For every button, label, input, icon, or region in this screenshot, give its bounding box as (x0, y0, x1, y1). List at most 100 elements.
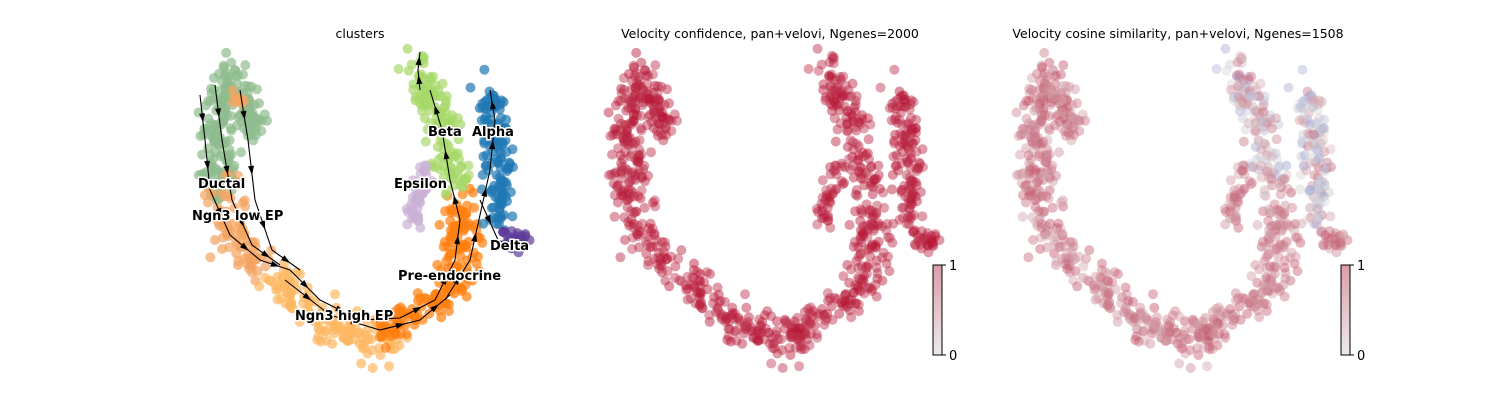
cell-point (713, 289, 724, 300)
cell-point (889, 64, 900, 75)
velocity-arrow (430, 304, 439, 313)
cell-point (1314, 95, 1325, 106)
cell-point (1260, 283, 1271, 294)
cell-point (1316, 138, 1326, 149)
cell-point (823, 210, 833, 221)
cell-point (295, 269, 305, 279)
cell-point (1325, 211, 1336, 222)
cell-point (657, 112, 667, 122)
cell-point (1319, 180, 1330, 191)
cell-point (1274, 220, 1285, 231)
cell-point (224, 135, 235, 146)
cell-point (1122, 297, 1132, 308)
cell-point (1237, 113, 1248, 124)
cell-point (1036, 92, 1047, 103)
cell-point (1072, 114, 1082, 125)
cell-point (1028, 235, 1038, 245)
cell-point (848, 172, 859, 183)
cell-point (208, 120, 219, 131)
cell-point (398, 306, 409, 317)
cell-point (1256, 172, 1267, 183)
cell-point (1029, 135, 1040, 146)
cell-point (696, 298, 707, 309)
cell-point (1198, 328, 1209, 339)
cell-point (1048, 65, 1059, 76)
cell-point (1031, 217, 1042, 228)
cell-point (911, 114, 922, 125)
cell-point (1072, 98, 1082, 109)
cell-point (651, 235, 662, 246)
cell-point (430, 296, 441, 307)
cell-point (608, 178, 619, 189)
cell-point (607, 149, 617, 160)
cell-point (488, 95, 499, 105)
cell-point (465, 82, 476, 93)
cells (603, 43, 945, 373)
cell-point (650, 108, 661, 119)
cell-point (1299, 160, 1310, 171)
cell-point (739, 321, 750, 332)
cell-point (715, 295, 726, 306)
cell-point (660, 275, 671, 286)
cell-point (1074, 116, 1085, 126)
cell-point (1267, 180, 1278, 191)
cell-point (873, 218, 884, 229)
cell-point (1025, 154, 1036, 165)
cell-point (1304, 107, 1314, 118)
cell-point (625, 132, 635, 143)
cell-point (1035, 187, 1046, 198)
cell-point (1041, 80, 1052, 91)
cell-point (1037, 62, 1048, 73)
cell-point (1162, 314, 1173, 325)
cell-point (754, 314, 765, 325)
cell-point (226, 57, 237, 68)
cell-point (461, 209, 472, 220)
cell-point (1227, 210, 1238, 221)
cell-point (1052, 96, 1063, 107)
cluster-label: Pre-endocrine (398, 269, 501, 284)
cell-point (835, 87, 846, 98)
cell-point (660, 123, 671, 134)
cell-point (1061, 94, 1072, 105)
cell-point (1039, 206, 1050, 217)
cell-point (863, 220, 874, 231)
cell-point (644, 96, 655, 107)
cell-point (631, 206, 642, 217)
cell-point (478, 218, 489, 229)
cell-point (637, 97, 648, 108)
cell-point (626, 214, 637, 225)
cell-point (869, 220, 880, 231)
cell-point (1017, 168, 1028, 179)
cell-point (930, 229, 941, 240)
cell-point (828, 52, 839, 63)
cell-point (1265, 114, 1276, 125)
cell-point (1261, 251, 1272, 262)
cell-point (1148, 324, 1159, 335)
cell-point (1266, 276, 1277, 287)
cell-point (1314, 153, 1325, 164)
cell-point (630, 95, 641, 106)
cell-point (1053, 218, 1064, 229)
cell-point (1051, 256, 1062, 267)
cell-point (751, 334, 762, 345)
cell-point (1297, 64, 1308, 75)
cell-point (770, 329, 781, 340)
cell-point (474, 266, 485, 277)
cell-point (853, 272, 864, 283)
cell-point (1026, 84, 1037, 95)
cell-point (1204, 344, 1215, 355)
cell-point (657, 129, 667, 140)
cell-point (1271, 220, 1282, 231)
cell-point (630, 170, 641, 181)
cell-point (730, 326, 741, 337)
cell-point (1048, 93, 1059, 104)
cell-point (1235, 314, 1246, 325)
cell-point (1233, 89, 1244, 100)
cell-point (902, 141, 913, 152)
cell-point (1264, 237, 1275, 248)
cell-point (1036, 116, 1047, 127)
cell-point (1036, 138, 1047, 149)
cell-point (826, 301, 837, 312)
cell-point (1020, 197, 1031, 208)
cell-point (772, 348, 783, 359)
